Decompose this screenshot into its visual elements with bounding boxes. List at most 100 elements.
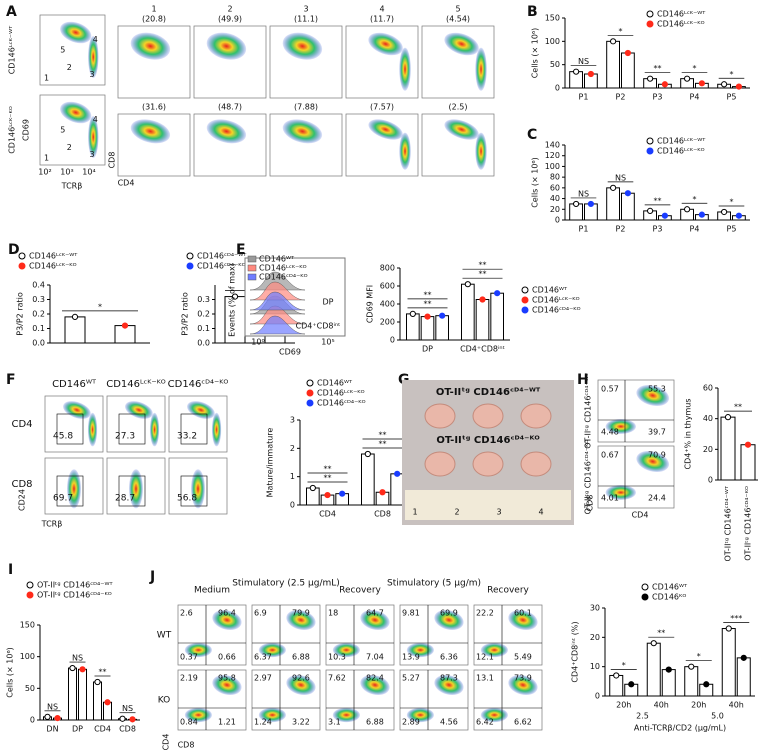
data-dot [684, 75, 691, 82]
gate-header: 4 [379, 5, 384, 14]
y-tick-label: 400 [380, 300, 395, 309]
legend-marker [26, 581, 34, 589]
data-dot [494, 290, 501, 297]
percentage: (7.88) [294, 103, 318, 112]
panel-letter: I [8, 562, 13, 578]
density [212, 609, 242, 631]
gate [180, 475, 208, 507]
group-label: 2.5 [636, 712, 649, 721]
x-tick-label: OT-IIᵗᵍ CD146ᶜᴰ⁴⁻ᵂᵀ [724, 485, 733, 561]
y-tick-label: 0.4 [32, 281, 45, 290]
significance: * [693, 64, 697, 73]
column-title: CD146ᴸᶜᴷ⁻ᴷᴼ [106, 379, 166, 390]
column-title: Stimulatory (5 μg/m) [387, 579, 481, 589]
quadrant-value: 0.84 [180, 718, 198, 727]
gate-number: 4 [93, 115, 98, 124]
significance: *** [730, 614, 742, 623]
axis-label: CD4 [162, 734, 171, 751]
quadrant-value: 4.56 [440, 718, 458, 727]
x-tick-label: DP [422, 345, 433, 354]
axis-label: TCRβ [41, 520, 63, 529]
y-tick-label: 600 [380, 282, 395, 291]
data-dot [309, 484, 316, 492]
y-tick-label: 140 [545, 141, 560, 150]
axis-label: CD4 [118, 179, 135, 188]
significance: * [697, 652, 701, 661]
axis-label: CD69 [279, 348, 301, 357]
density [258, 642, 286, 658]
data-dot [324, 491, 331, 499]
significance: * [730, 197, 734, 206]
legend-marker [641, 593, 649, 601]
axis-label: TCRβ [61, 182, 83, 191]
bar [435, 315, 450, 341]
data-dot [724, 414, 732, 421]
bar [68, 667, 77, 721]
density [206, 119, 247, 144]
bar [661, 669, 676, 697]
bar [93, 681, 102, 721]
gate-percentage: 56.8 [177, 494, 197, 504]
x-tick-label: DP [72, 725, 83, 734]
y-tick-label: 200 [380, 318, 395, 327]
percentage: (11.1) [294, 15, 318, 24]
legend-entry: OT-IIᵗᵍ CD146ᶜᴰ⁴⁻ᵂᵀ [37, 581, 113, 590]
density [406, 707, 434, 723]
row-title: OT-IIᵗᵍ CD146ᶜᴰ⁴⁻ᴷᴼ [436, 435, 540, 446]
legend-entry: CD146ᶜᴰ⁴⁻ᴷᴼ [532, 306, 581, 315]
significance: ** [379, 440, 387, 449]
gate-percentage: 27.3 [115, 432, 135, 442]
y-axis-label: CD4⁺CD8ⁱⁿᵗ (%) [571, 621, 580, 682]
significance: ** [479, 261, 487, 270]
y-tick-label: 50 [25, 684, 35, 693]
density [605, 419, 636, 434]
gate-percentage: 45.8 [53, 432, 73, 442]
density [286, 609, 316, 631]
quadrant-value: 13.9 [402, 653, 420, 662]
density [360, 674, 390, 696]
y-tick-label: 0.0 [197, 339, 210, 348]
quadrant-value: 6.88 [366, 718, 384, 727]
axis-label: Events (% of max) [228, 263, 237, 337]
legend-entry: CD146ᶜᴰ⁴⁻ᴷᴼ [197, 262, 246, 271]
density [87, 412, 98, 447]
y-tick-label: 0.0 [32, 339, 45, 348]
density [332, 707, 360, 723]
row-label: CD4 [11, 419, 32, 430]
bar [621, 52, 635, 89]
histogram [249, 315, 306, 335]
density [605, 485, 636, 500]
density [332, 642, 360, 658]
legend-entry: CD146ᵂᵀ [532, 286, 568, 295]
density [399, 47, 411, 91]
legend-entry: CD146ᴸᶜᴷ⁻ᴷᴼ [532, 296, 580, 305]
data-dot [703, 681, 710, 688]
x-tick-label: 40h [729, 701, 744, 710]
y-tick-label: 50 [550, 60, 560, 69]
density [434, 609, 464, 631]
gate-header: 1 [151, 5, 156, 14]
y-tick-label: 100 [545, 37, 560, 46]
quadrant-value: 1.21 [218, 718, 236, 727]
gate [180, 413, 208, 445]
legend-marker [641, 583, 649, 591]
bar [406, 313, 420, 341]
y-tick-label: 0.2 [32, 310, 45, 319]
y-tick-label: 800 [380, 264, 395, 273]
gate [118, 413, 146, 445]
density [406, 642, 434, 658]
bar [475, 299, 490, 341]
x-tick-label: P3 [653, 93, 663, 102]
quadrant-value: 18 [328, 609, 338, 618]
bar [606, 40, 621, 89]
column-title: CD146ᵂᵀ [52, 379, 96, 390]
legend-marker [186, 262, 194, 270]
density [636, 384, 670, 407]
data-dot [665, 666, 672, 673]
column-title: Medium [194, 586, 230, 596]
density [88, 36, 99, 78]
density [282, 32, 323, 60]
quadrant-value: 60.1 [514, 609, 532, 618]
x-tick-label: CD8 [119, 725, 136, 734]
